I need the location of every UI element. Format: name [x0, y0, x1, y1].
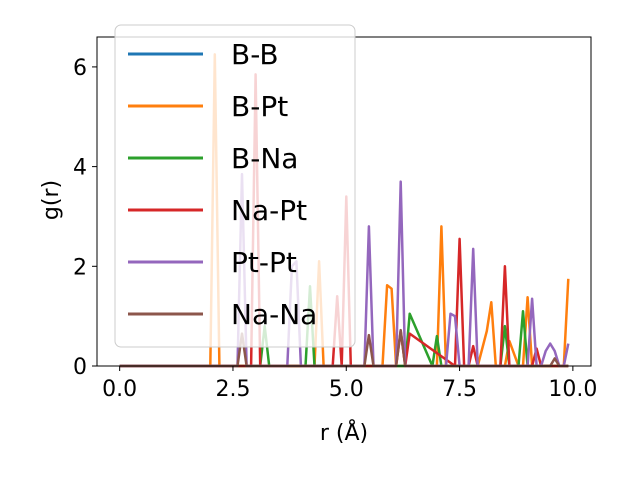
- x-tick-label: 0.0: [102, 377, 137, 402]
- y-tick-label: 6: [73, 56, 87, 81]
- legend: B-B B-Pt B-Na Na-Pt Pt-Pt Na-Na: [114, 24, 356, 348]
- legend-label-b-pt: B-Pt: [231, 90, 288, 123]
- legend-label-b-na: B-Na: [231, 142, 298, 175]
- x-axis: 0.0 2.5 5.0 7.5 10.0: [102, 366, 597, 402]
- legend-label-na-pt: Na-Pt: [231, 194, 307, 227]
- y-tick-label: 4: [73, 156, 87, 181]
- legend-label-b-b: B-B: [231, 38, 279, 71]
- legend-label-na-na: Na-Na: [231, 298, 317, 331]
- y-axis: 0 2 4 6: [73, 56, 97, 380]
- y-tick-label: 0: [73, 355, 87, 380]
- y-tick-label: 2: [73, 255, 87, 280]
- x-tick-label: 5.0: [329, 377, 364, 402]
- y-axis-label: g(r): [39, 180, 64, 220]
- x-tick-label: 2.5: [215, 377, 250, 402]
- x-tick-label: 10.0: [548, 377, 597, 402]
- x-axis-label: r (Å): [320, 419, 368, 446]
- legend-label-pt-pt: Pt-Pt: [231, 246, 297, 279]
- x-tick-label: 7.5: [442, 377, 477, 402]
